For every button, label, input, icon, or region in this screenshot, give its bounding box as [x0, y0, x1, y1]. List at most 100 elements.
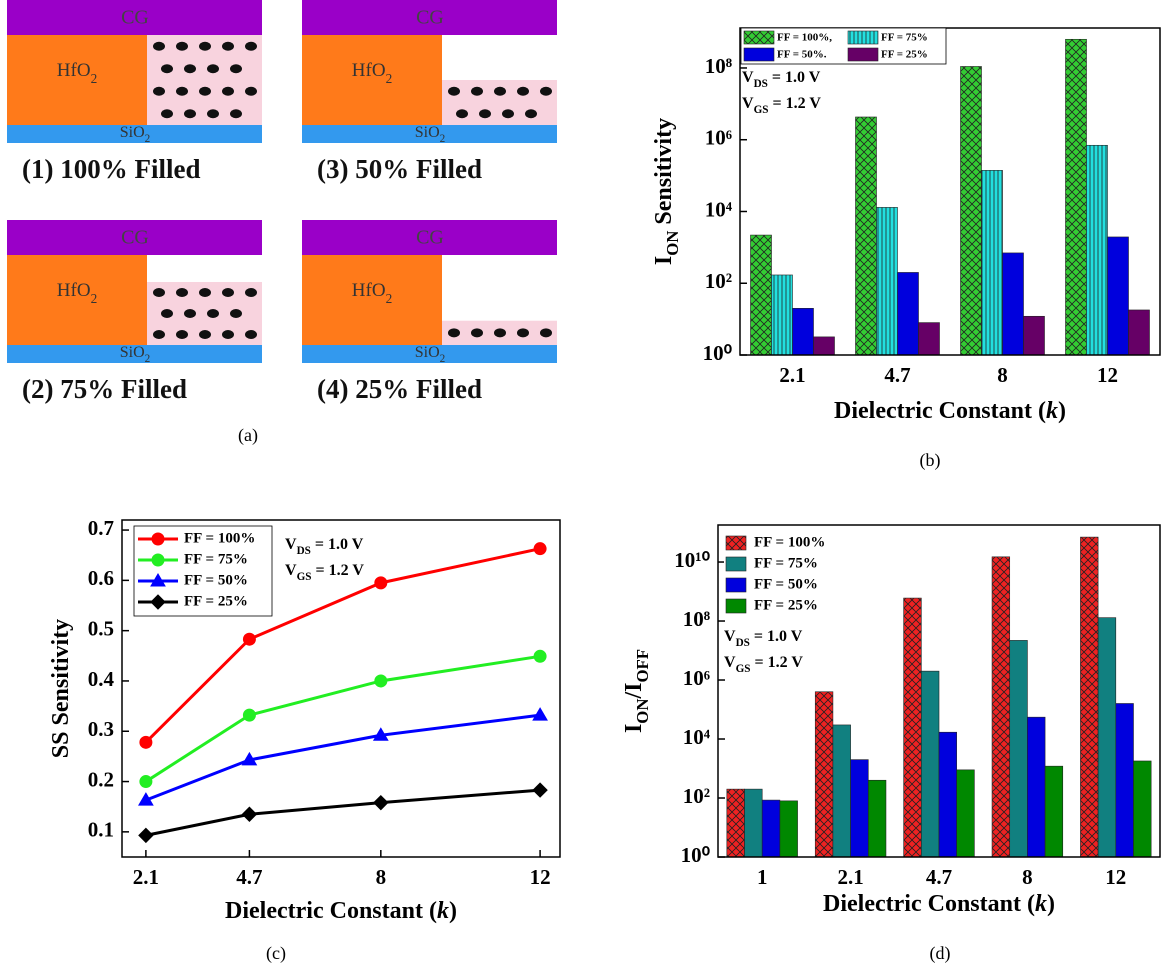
- bar: [1044, 765, 1064, 858]
- legend-label: FF = 25%: [184, 593, 248, 609]
- sio2-layer: [302, 345, 557, 363]
- text-part: 2: [91, 291, 98, 306]
- bar: [1080, 536, 1099, 858]
- panel-label: (1) 100% Filled: [22, 154, 200, 184]
- sio2-layer: [7, 125, 262, 143]
- legend-swatch: [725, 577, 747, 593]
- biomolecule: [176, 86, 188, 96]
- text-part: ON: [633, 699, 652, 724]
- series-line: [145, 654, 541, 783]
- biomolecule: [199, 288, 211, 297]
- legend-label: FF = 100%: [754, 534, 825, 550]
- y-tick-label: 0.4: [88, 667, 115, 691]
- bar: [938, 731, 957, 858]
- biomolecule: [471, 328, 483, 338]
- x-tick-label: 8: [997, 363, 1008, 387]
- legend-label: FF = 75%: [754, 555, 818, 571]
- gate-layer: [302, 0, 557, 35]
- marker: [374, 674, 388, 688]
- biomolecule: [153, 330, 165, 339]
- y-tick-label: 10²: [705, 269, 732, 293]
- text-part: HfO: [57, 280, 91, 301]
- bar: [897, 272, 919, 356]
- oxide-label: HfO2: [57, 280, 97, 305]
- text-part: ): [449, 898, 457, 924]
- liner-label: SiO2: [415, 124, 446, 145]
- text-part: SiO: [415, 344, 440, 361]
- text-part: DS: [754, 78, 768, 90]
- text-part: 2: [386, 291, 393, 306]
- bar: [1023, 315, 1045, 356]
- text-part: Dielectric Constant (: [225, 898, 437, 924]
- y-tick-label: 10¹⁰: [674, 548, 710, 572]
- bar: [960, 66, 982, 356]
- caption: (d): [930, 943, 951, 964]
- marker: [139, 775, 153, 789]
- biomolecule: [153, 86, 165, 96]
- legend-label: FF = 100%: [184, 530, 255, 546]
- bar: [991, 556, 1011, 858]
- biomolecule: [161, 109, 173, 119]
- y-tick-label: 10⁰: [703, 341, 733, 365]
- text-part: 2: [91, 71, 98, 86]
- text-part: = 1.0 V: [750, 628, 803, 645]
- x-tick-label: 4.7: [236, 865, 262, 889]
- y-tick-label: 0.5: [88, 616, 114, 640]
- bar: [903, 597, 922, 858]
- bar: [918, 322, 940, 356]
- biomolecule: [517, 86, 529, 96]
- marker: [374, 576, 388, 590]
- y-tick-label: 10⁸: [705, 54, 732, 78]
- liner-label: SiO2: [120, 344, 151, 365]
- biomolecule: [245, 330, 257, 339]
- text-part: OFF: [633, 649, 652, 683]
- caption: (b): [920, 450, 941, 471]
- text-part: 2: [440, 133, 446, 145]
- text-part: SiO: [120, 124, 145, 141]
- biomolecule: [153, 288, 165, 297]
- y-tick-label: 10⁴: [705, 197, 733, 221]
- y-tick-label: 10⁸: [683, 607, 710, 631]
- biomolecule: [230, 109, 242, 119]
- plot-frame: [717, 524, 1161, 858]
- biomolecule: [176, 41, 188, 51]
- biomolecule: [230, 309, 242, 318]
- marker: [532, 707, 548, 721]
- annotation: VGS = 1.2 V: [285, 562, 364, 583]
- bar: [792, 308, 814, 356]
- text-part: 2: [145, 353, 151, 365]
- legend-marker: [150, 594, 166, 610]
- bar: [726, 788, 745, 858]
- marker: [533, 542, 547, 556]
- text-part: SiO: [120, 344, 145, 361]
- biomolecule: [525, 109, 537, 119]
- biomolecule: [176, 330, 188, 339]
- marker: [139, 735, 153, 749]
- biomolecule: [199, 41, 211, 51]
- text-part: k: [437, 898, 449, 924]
- legend-label: FF = 25%: [881, 49, 928, 61]
- biomolecule: [230, 64, 242, 74]
- y-axis-label: ION Sensitivity: [651, 118, 683, 265]
- series-line: [144, 547, 541, 744]
- biomolecule: [245, 41, 257, 51]
- gate-label: CG: [416, 7, 444, 29]
- x-tick-label: 12: [530, 865, 551, 889]
- text-part: /I: [621, 683, 647, 700]
- annotation: VDS = 1.0 V: [724, 628, 803, 649]
- legend-label: FF = 75%: [184, 551, 248, 567]
- y-tick-label: 0.7: [88, 516, 114, 540]
- y-tick-label: 10⁶: [683, 666, 710, 690]
- legend-label: FF = 100%,: [777, 32, 832, 44]
- marker: [533, 649, 547, 663]
- caption: (a): [238, 425, 258, 446]
- plot-frame: [739, 27, 1161, 356]
- y-tick-label: 10⁰: [681, 843, 711, 867]
- biomolecule: [245, 288, 257, 297]
- annotation: VGS = 1.2 V: [724, 654, 803, 675]
- marker: [372, 727, 389, 741]
- text-part: 2: [386, 71, 393, 86]
- bar: [850, 759, 869, 858]
- marker: [138, 827, 154, 844]
- text-part: V: [742, 95, 754, 112]
